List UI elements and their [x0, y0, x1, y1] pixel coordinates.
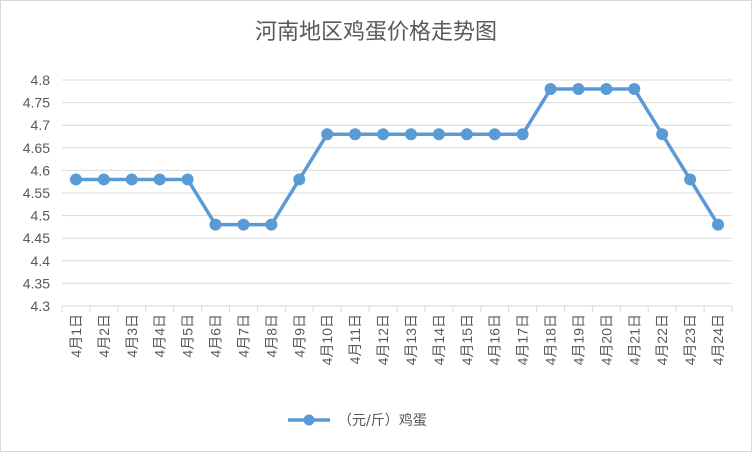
x-tick-label: 4月13日: [403, 314, 419, 365]
x-tick-label: 4月11日: [347, 314, 363, 364]
gridlines: [61, 79, 733, 312]
x-tick-label: 4月12日: [375, 314, 391, 365]
x-tick-label: 4月5日: [180, 314, 196, 358]
legend: （元/斤）鸡蛋: [288, 412, 427, 429]
x-tick-label: 4月2日: [96, 314, 112, 358]
y-tick-label: 4.75: [23, 95, 50, 111]
x-tick-label: 4月22日: [654, 314, 670, 365]
y-tick-label: 4.55: [23, 185, 50, 201]
x-tick-label: 4月23日: [682, 314, 698, 365]
data-point: [265, 218, 278, 231]
y-tick-label: 4.7: [31, 117, 51, 133]
x-tick-label: 4月18日: [543, 314, 559, 365]
legend-marker: [303, 414, 315, 426]
x-tick-label: 4月10日: [319, 314, 335, 365]
x-tick-label: 4月7日: [235, 314, 251, 358]
x-tick-label: 4月8日: [263, 314, 279, 358]
x-tick-label: 4月24日: [710, 314, 726, 365]
x-axis-ticks: 4月1日 4月2日 4月3日 4月4日 4月5日 4月6日 4月7日 4月8日 4月9日 4月10…: [68, 314, 726, 365]
y-tick-label: 4.8: [31, 72, 51, 88]
data-point: [684, 173, 697, 186]
legend-label: （元/斤）鸡蛋: [338, 412, 427, 429]
data-point: [628, 83, 641, 96]
data-point: [293, 173, 306, 186]
data-point: [377, 128, 390, 141]
x-tick-label: 4月14日: [431, 314, 447, 365]
x-tick-label: 4月17日: [515, 314, 531, 365]
data-point: [321, 128, 334, 141]
x-tick-label: 4月9日: [291, 314, 307, 358]
x-tick-label: 4月19日: [570, 314, 586, 365]
data-point: [153, 173, 166, 186]
data-point: [432, 128, 445, 141]
data-point: [237, 218, 250, 231]
data-point: [544, 83, 557, 96]
series-line: [75, 87, 720, 227]
series-layer: [69, 83, 725, 231]
data-point: [488, 128, 501, 141]
x-tick-label: 4月15日: [459, 314, 475, 365]
x-tick-label: 4月6日: [208, 314, 224, 358]
data-point: [516, 128, 529, 141]
x-tick-label: 4月21日: [626, 314, 642, 365]
y-tick-label: 4.3: [31, 298, 51, 314]
data-point: [125, 173, 138, 186]
x-tick-label: 4月16日: [487, 314, 503, 365]
y-tick-label: 4.4: [31, 253, 51, 269]
x-tick-label: 4月20日: [598, 314, 614, 365]
y-tick-label: 4.65: [23, 140, 50, 156]
data-point: [460, 128, 473, 141]
data-point: [656, 128, 669, 141]
data-point: [349, 128, 362, 141]
data-point: [69, 173, 82, 186]
y-axis-ticks: 4.3 4.35 4.4 4.45 4.5 4.55 4.6 4.65 4.7 4.75 4.8: [23, 72, 50, 314]
data-point: [600, 83, 613, 96]
x-tick-label: 4月1日: [68, 314, 84, 358]
x-tick-label: 4月3日: [124, 314, 140, 358]
y-tick-label: 4.5: [31, 208, 51, 224]
data-point: [97, 173, 110, 186]
data-point: [572, 83, 585, 96]
data-point: [712, 218, 725, 231]
data-point: [209, 218, 222, 231]
chart-title: 河南地区鸡蛋价格走势图: [254, 20, 497, 45]
data-point: [181, 173, 194, 186]
y-tick-label: 4.6: [31, 162, 51, 178]
data-point: [404, 128, 417, 141]
y-tick-label: 4.45: [23, 230, 50, 246]
y-tick-label: 4.35: [23, 275, 50, 291]
x-tick-label: 4月4日: [152, 314, 168, 358]
